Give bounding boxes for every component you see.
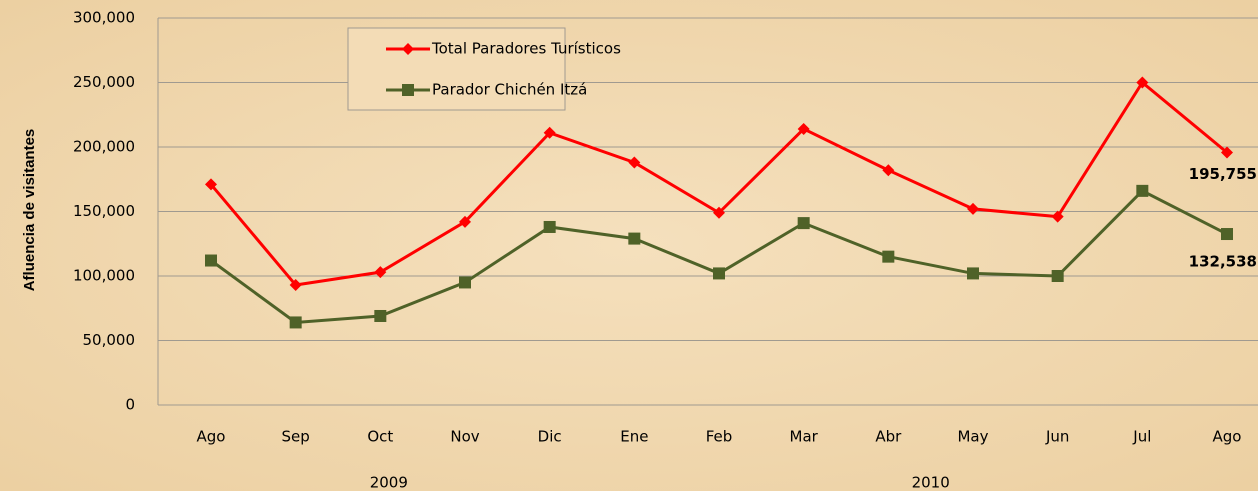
marker (402, 43, 414, 55)
y-tick-label: 150,000 (73, 202, 135, 220)
x-tick-label: Mar (790, 428, 819, 446)
y-tick-label: 50,000 (83, 331, 136, 349)
marker (543, 220, 556, 233)
y-tick-label: 200,000 (73, 138, 135, 156)
y-axis-title: Afluencia de visitantes (21, 129, 38, 292)
y-tick-label: 300,000 (73, 9, 135, 27)
marker (205, 254, 217, 267)
marker (882, 164, 895, 177)
year-label: 2010 (912, 474, 950, 491)
x-tick-label: Dic (538, 428, 562, 446)
marker (628, 156, 641, 169)
data-label: 132,538 (1189, 253, 1257, 271)
x-tick-label: Jul (1132, 428, 1151, 446)
marker (1136, 184, 1149, 197)
marker (797, 217, 810, 230)
x-tick-label: Sep (282, 428, 310, 446)
marker (459, 276, 471, 289)
marker (628, 232, 641, 245)
marker (289, 316, 302, 329)
x-tick-label: Nov (450, 428, 479, 446)
marker (1221, 146, 1233, 159)
marker (713, 206, 725, 219)
x-tick-label: Ene (620, 428, 648, 446)
marker (713, 267, 725, 280)
marker (967, 202, 979, 215)
x-tick-label: Abr (875, 428, 902, 446)
marker (374, 309, 387, 322)
x-tick-label: Oct (367, 428, 393, 446)
x-tick-label: Jun (1045, 428, 1069, 446)
marker (543, 126, 556, 139)
marker (374, 266, 387, 279)
marker (459, 215, 471, 228)
legend: Total Paradores Turísticos Parador Chiché… (347, 27, 621, 111)
marker (205, 178, 217, 191)
marker (1051, 270, 1064, 282)
marker (1051, 210, 1064, 223)
marker (967, 267, 979, 280)
marker (1136, 76, 1149, 89)
y-tick-label: 100,000 (73, 267, 135, 285)
marker (1221, 228, 1233, 241)
year-label: 2009 (370, 474, 408, 491)
y-tick-label: 0 (125, 396, 135, 414)
x-tick-label: Feb (706, 428, 733, 446)
legend-box (347, 27, 566, 111)
y-tick-label: 250,000 (73, 73, 135, 91)
marker (289, 279, 302, 292)
x-tick-label: Ago (197, 428, 226, 446)
marker (797, 122, 810, 135)
legend-label: Parador Chichén Itzá (432, 81, 587, 99)
marker (882, 250, 895, 263)
x-tick-label: May (957, 428, 988, 446)
legend-label: Total Paradores Turísticos (431, 40, 621, 58)
x-tick-label: Ago (1213, 428, 1242, 446)
marker (402, 84, 414, 96)
data-label: 195,755 (1189, 165, 1257, 183)
